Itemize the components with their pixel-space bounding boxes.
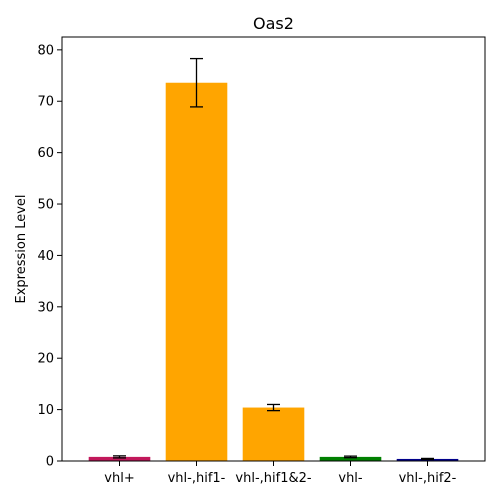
bar [88, 456, 151, 461]
error-bar [190, 57, 203, 108]
x-tick-label: vhl-,hif1&2- [235, 471, 311, 486]
bar [242, 407, 305, 461]
error-bar [421, 457, 434, 461]
error-bar [344, 455, 357, 459]
y-axis-ticks: 0 10 20 30 40 50 60 70 80 [37, 43, 62, 470]
y-tick-label: 10 [37, 403, 54, 418]
error-bars-layer [113, 57, 434, 461]
x-tick-label: vhl-,hif2- [399, 471, 457, 486]
bar [319, 456, 382, 461]
y-tick-label: 50 [37, 198, 54, 213]
bars-layer [88, 82, 459, 462]
y-tick-label: 40 [37, 249, 54, 264]
y-tick-label: 20 [37, 352, 54, 367]
y-tick-label: 60 [37, 146, 54, 161]
x-tick-label: vhl- [338, 471, 363, 486]
x-tick-label: vhl-,hif1- [168, 471, 226, 486]
y-tick-label: 0 [46, 455, 54, 470]
plot-frame [61, 36, 486, 462]
x-tick-label: vhl+ [104, 471, 134, 486]
x-axis-ticks: vhl+ vhl-,hif1- vhl-,hif1&2- vhl-vhl-,hif2- [104, 461, 457, 486]
bar [165, 82, 228, 462]
chart-title: Oas2 [253, 14, 294, 33]
y-tick-label: 80 [37, 43, 54, 58]
error-bar [113, 455, 126, 459]
y-tick-label: 30 [37, 300, 54, 315]
y-axis-label: Expression Level [14, 194, 29, 303]
error-bar [267, 403, 280, 412]
y-tick-label: 70 [37, 95, 54, 110]
